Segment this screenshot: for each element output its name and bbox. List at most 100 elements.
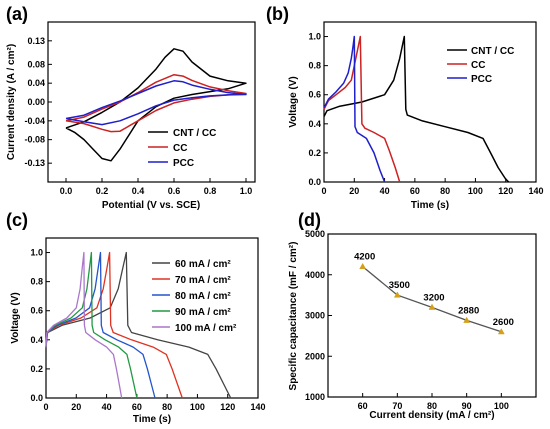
- panel-d-data-label-2: 3200: [423, 292, 444, 303]
- panel-d-ytick-label-1: 2000: [305, 351, 325, 361]
- panel-c-xtick-label-3: 60: [132, 402, 142, 412]
- panel-b-ytick-label-3: 0.6: [308, 90, 321, 100]
- panel-c-xtick-label-0: 0: [43, 402, 48, 412]
- panel-b-xtick-label-5: 100: [468, 186, 483, 196]
- panel-b-ytick-label-0: 0.0: [308, 177, 321, 187]
- panel-c-ytick-label-3: 0.6: [30, 306, 43, 316]
- panel-b-series-0-line: [323, 35, 510, 183]
- panel-d-capacitance-chart: 60 70 80 90 100 1000 2000 3000 4000 5000 4200 350…: [288, 229, 537, 421]
- panel-b-xtick-label-6: 120: [498, 186, 513, 196]
- panel-d-point-0: [359, 262, 367, 270]
- panel-d-point-4: [497, 328, 505, 335]
- legend-c-label-2: 80 mA / cm²: [175, 291, 231, 302]
- panel-b-frame: [323, 21, 537, 183]
- panel-b-ytick-label-5: 1.0: [308, 32, 321, 42]
- panel-a-ytick-label-2: -0.04: [24, 116, 45, 126]
- panel-a-ylabel: Current density (A / cm²): [6, 44, 17, 160]
- panel-d-ytick-label-4: 5000: [305, 229, 325, 239]
- panel-d-ytick-label-0: 1000: [305, 392, 325, 402]
- panel-a-ytick-label-1: -0.08: [24, 135, 45, 145]
- panel-c-ytick-label-4: 0.8: [30, 277, 43, 287]
- panel-b-xlabel: Time (s): [411, 200, 449, 211]
- panel-b-xtick-label-2: 40: [380, 186, 390, 196]
- panel-a-xtick-label-5: 1.0: [240, 186, 253, 196]
- panel-d-data-label-1: 3500: [389, 280, 410, 291]
- panel-c-ylabel: Voltage (V): [10, 292, 21, 343]
- panel-d-point-3: [463, 316, 471, 323]
- panel-a-ytick-label-5: 0.08: [27, 59, 45, 69]
- panel-c-series-3-line: [45, 251, 138, 399]
- panel-b-xtick-label-3: 60: [410, 186, 420, 196]
- panel-d-xlabel: Current density (mA / cm²): [369, 410, 494, 421]
- panel-a-cv-chart: 0.0 0.2 0.4 0.6 0.8 1.0 -0.13 -0.08 -0.04 0.00 0.…: [6, 21, 256, 211]
- panel-c-ytick-label-0: 0.0: [30, 393, 43, 403]
- panel-b-ytick-label-2: 0.4: [308, 119, 321, 129]
- legend-a-label-0: CNT / CC: [173, 128, 216, 139]
- legend-a-label-2: PCC: [173, 158, 194, 169]
- panel-a-legend: CNT / CC CC PCC: [148, 128, 216, 169]
- panel-c-series-1-line: [45, 251, 183, 399]
- panel-a-tag: (a): [6, 4, 28, 24]
- panel-c-xtick-label-6: 120: [220, 402, 235, 412]
- panel-a-ytick-label-6: 0.13: [27, 36, 45, 46]
- panel-c-series-2-line: [45, 251, 156, 399]
- panel-c-xtick-label-7: 140: [250, 402, 265, 412]
- panel-c-ytick-label-5: 1.0: [30, 248, 43, 258]
- panel-c-tag: (c): [6, 210, 28, 230]
- panel-b-series-2-line: [323, 35, 386, 183]
- panel-b-ytick-label-4: 0.8: [308, 61, 321, 71]
- legend-c-label-0: 60 mA / cm²: [175, 259, 231, 270]
- panel-d-data-label-4: 2600: [493, 317, 514, 328]
- panel-b-xtick-label-7: 140: [528, 186, 543, 196]
- panel-d-ytick-label-3: 4000: [305, 270, 325, 280]
- panel-d-xtick-label-2: 80: [427, 401, 437, 411]
- panel-a-ytick-label-3: 0.00: [27, 97, 45, 107]
- panel-b-xtick-label-0: 0: [321, 186, 326, 196]
- panel-d-xtick-label-3: 90: [462, 401, 472, 411]
- panel-c-xlabel: Time (s): [133, 414, 171, 425]
- panel-a-xtick-label-3: 0.6: [168, 186, 181, 196]
- panel-d-xtick-label-0: 60: [358, 401, 368, 411]
- panel-a-series-2-line: [65, 80, 247, 126]
- panel-a-frame: [47, 21, 256, 183]
- panel-d-ylabel: Specific capacitance (mF / cm²): [288, 242, 299, 391]
- panel-c-xtick-label-5: 100: [190, 402, 205, 412]
- panel-a-xlabel: Potential (V vs. SCE): [102, 200, 200, 211]
- panel-c-series-0-line: [45, 251, 232, 399]
- panel-b-ytick-label-1: 0.2: [308, 148, 321, 158]
- panel-c-gcd-rate-chart: 0 20 40 60 80 100 120 140 0.0 0.2 0.4 0.6 0.8 1.0 Ti…: [10, 237, 266, 425]
- panel-b-tag: (b): [266, 4, 289, 24]
- panel-b-xtick-label-4: 80: [440, 186, 450, 196]
- panel-c-ytick-label-1: 0.2: [30, 364, 43, 374]
- panel-d-ytick-label-2: 3000: [305, 311, 325, 321]
- panel-b-ylabel: Voltage (V): [288, 76, 299, 127]
- legend-b-label-2: PCC: [471, 74, 492, 85]
- panel-d-data-label-3: 2880: [458, 305, 479, 316]
- panel-a-xtick-label-2: 0.4: [132, 186, 145, 196]
- panel-a-xtick-label-4: 0.8: [204, 186, 217, 196]
- panel-c-xtick-label-1: 20: [71, 402, 81, 412]
- panel-a-xtick-label-0: 0.0: [60, 186, 73, 196]
- panel-b-xtick-label-1: 20: [349, 186, 359, 196]
- panel-b-legend: CNT / CC CC PCC: [447, 46, 514, 85]
- panel-a-xtick-label-1: 0.2: [96, 186, 109, 196]
- panel-b-series-1-line: [323, 35, 401, 183]
- panel-d-xtick-label-1: 70: [392, 401, 402, 411]
- panel-c-xtick-label-2: 40: [102, 402, 112, 412]
- panel-c-ytick-label-2: 0.4: [30, 335, 43, 345]
- panel-c-series-4-line: [45, 251, 123, 399]
- panel-d-data-label-0: 4200: [354, 252, 375, 263]
- legend-b-label-1: CC: [471, 60, 485, 71]
- legend-a-label-1: CC: [173, 143, 187, 154]
- legend-c-label-3: 90 mA / cm²: [175, 307, 231, 318]
- panel-b-gcd-chart: 0 20 40 60 80 100 120 140 0.0 0.2 0.4 0.6 0.8 1.0 Ti…: [288, 21, 544, 211]
- legend-c-label-4: 100 mA / cm²: [175, 323, 237, 334]
- panel-d-tag: (d): [298, 210, 321, 230]
- panel-a-series-0-line: [65, 48, 247, 162]
- panel-c-xtick-label-4: 80: [162, 402, 172, 412]
- panel-c-legend: 60 mA / cm² 70 mA / cm² 80 mA / cm² 90 m…: [152, 259, 237, 334]
- panel-d-point-1: [393, 291, 401, 298]
- panel-a-ytick-label-0: -0.13: [24, 158, 45, 168]
- panel-d-xtick-label-4: 100: [494, 401, 509, 411]
